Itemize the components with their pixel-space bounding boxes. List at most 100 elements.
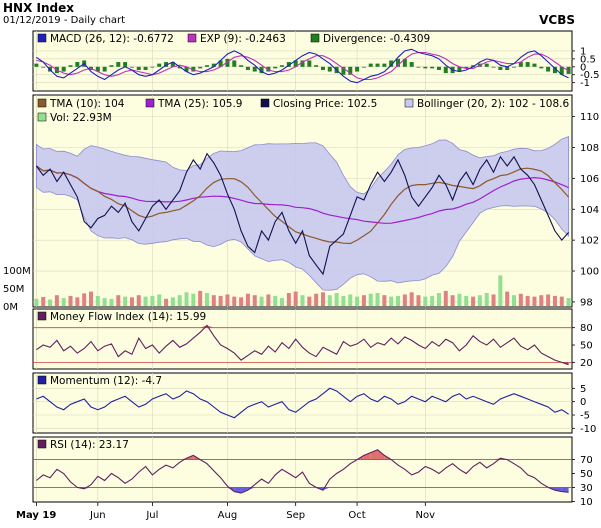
volume-bar bbox=[95, 295, 100, 306]
divergence-bar bbox=[402, 58, 407, 67]
divergence-bar bbox=[409, 62, 414, 67]
divergence-bar bbox=[184, 66, 189, 72]
divergence-bar bbox=[143, 66, 148, 70]
volume-bar bbox=[61, 298, 66, 306]
volume-bar bbox=[436, 293, 441, 306]
volume-bar bbox=[177, 295, 182, 306]
volume-bar bbox=[307, 296, 312, 306]
legend-exp-swatch bbox=[187, 33, 197, 43]
oversold-area bbox=[227, 487, 235, 492]
divergence-bar bbox=[416, 66, 421, 68]
legend-bollinger-swatch bbox=[404, 98, 414, 108]
volume-bar bbox=[41, 297, 46, 306]
legend-macd-swatch bbox=[37, 33, 47, 43]
x-tick-label: Oct bbox=[348, 510, 365, 521]
exp-line bbox=[36, 51, 569, 81]
divergence-bar bbox=[41, 66, 46, 68]
divergence-bar bbox=[327, 66, 332, 72]
divergence-bar bbox=[389, 60, 394, 67]
divergence-bar bbox=[239, 65, 244, 67]
divergence-bar bbox=[170, 62, 175, 67]
divergence-bar bbox=[314, 65, 319, 67]
volume-bar bbox=[54, 295, 59, 306]
volume-bar bbox=[361, 295, 366, 306]
volume-bar bbox=[546, 294, 551, 306]
divergence-bar bbox=[286, 62, 291, 67]
y-tick-label: 0 bbox=[580, 62, 586, 73]
divergence-bar bbox=[464, 66, 469, 69]
divergence-bar bbox=[280, 65, 285, 67]
volume-bar bbox=[259, 296, 264, 306]
x-tick-label: Sep bbox=[286, 510, 305, 521]
divergence-bar bbox=[245, 66, 250, 70]
volume-bar bbox=[464, 295, 469, 306]
divergence-bar bbox=[498, 66, 503, 70]
y-tick-label: 5 bbox=[580, 384, 586, 395]
volume-bar bbox=[232, 296, 237, 306]
volume-bar bbox=[518, 293, 523, 306]
oversold-area bbox=[561, 487, 569, 493]
volume-tick-label: 50M bbox=[3, 284, 24, 295]
volume-bar bbox=[389, 296, 394, 306]
divergence-bar bbox=[273, 66, 278, 69]
volume-bar bbox=[525, 295, 530, 306]
legend-closing-price: Closing Price: 102.5 bbox=[273, 98, 377, 110]
volume-bar bbox=[266, 294, 271, 306]
volume-bar bbox=[327, 295, 332, 306]
divergence-bar bbox=[361, 66, 366, 68]
volume-bar bbox=[150, 295, 155, 306]
oversold-area bbox=[241, 487, 248, 494]
volume-bar bbox=[204, 293, 209, 306]
volume-bar bbox=[225, 294, 230, 306]
chart-title: HNX Index bbox=[3, 1, 74, 15]
volume-bar bbox=[368, 293, 373, 306]
oversold-area bbox=[554, 487, 562, 492]
divergence-bar bbox=[552, 66, 557, 74]
volume-bar bbox=[293, 291, 298, 306]
volume-bar bbox=[416, 295, 421, 306]
divergence-bar bbox=[68, 65, 73, 67]
volume-bar bbox=[34, 298, 39, 306]
divergence-bar bbox=[368, 63, 373, 67]
divergence-bar bbox=[136, 66, 141, 70]
volume-bar bbox=[300, 295, 305, 306]
macd-line bbox=[36, 48, 569, 84]
legend-momentum: Momentum (12): -4.7 bbox=[50, 375, 162, 387]
divergence-bar bbox=[191, 66, 196, 72]
volume-bar bbox=[566, 298, 571, 306]
divergence-bar bbox=[109, 65, 114, 67]
divergence-bar bbox=[355, 66, 360, 72]
volume-bar bbox=[375, 293, 380, 306]
volume-bar bbox=[218, 295, 223, 306]
volume-bar bbox=[191, 293, 196, 306]
x-tick-label: May 19 bbox=[16, 510, 56, 521]
volume-bar bbox=[102, 298, 107, 306]
divergence-bar bbox=[484, 63, 489, 67]
divergence-bar bbox=[123, 62, 128, 67]
volume-bar bbox=[157, 294, 162, 306]
divergence-bar bbox=[177, 66, 182, 69]
legend-bollinger: Bollinger (20, 2): 102 - 108.6 bbox=[417, 98, 569, 110]
divergence-bar bbox=[293, 60, 298, 67]
volume-bar bbox=[48, 299, 53, 306]
divergence-bar bbox=[164, 62, 169, 67]
legend-rsi: RSI (14): 23.17 bbox=[50, 439, 129, 451]
volume-bar bbox=[280, 298, 285, 306]
divergence-bar bbox=[116, 62, 121, 67]
rsi-line bbox=[36, 449, 569, 494]
volume-bar bbox=[477, 295, 482, 306]
volume-bar bbox=[211, 295, 216, 306]
volume-bar bbox=[539, 295, 544, 306]
divergence-bar bbox=[75, 62, 80, 67]
divergence-bar bbox=[341, 66, 346, 75]
volume-bar bbox=[457, 293, 462, 306]
x-tick-label: Aug bbox=[218, 510, 238, 521]
divergence-bar bbox=[225, 58, 230, 67]
legend-momentum-swatch bbox=[37, 375, 47, 385]
y-tick-label: 1 bbox=[580, 46, 586, 57]
divergence-bar bbox=[102, 66, 107, 72]
divergence-bar bbox=[375, 63, 380, 67]
volume-tick-label: 0M bbox=[3, 302, 18, 313]
volume-bar bbox=[198, 290, 203, 306]
